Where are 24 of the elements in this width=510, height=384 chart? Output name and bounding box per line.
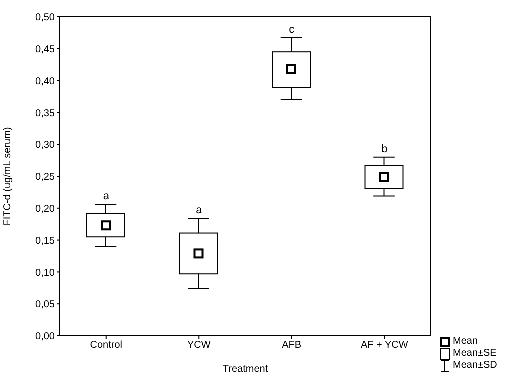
y-tick-label: 0,50 <box>36 12 56 24</box>
text: Mean <box>453 336 478 348</box>
text: Mean±SE <box>453 348 497 360</box>
annotation: a <box>103 190 110 203</box>
y-tick-label: 0,05 <box>36 300 56 311</box>
annotation: c <box>289 24 296 36</box>
y-tick-label: 0,30 <box>36 140 56 152</box>
y-tick-label: 0,20 <box>36 204 56 215</box>
x-tick-label: Control <box>90 340 122 352</box>
x-tick-label: YCW <box>187 340 212 352</box>
y-tick-label: 0,25 <box>36 172 56 184</box>
y-tick-label: 0,15 <box>36 236 56 247</box>
text: Mean±SD <box>453 360 498 372</box>
x-tick-label: AFB <box>282 340 302 352</box>
x-tick-label: AF + YCW <box>360 340 409 352</box>
y-tick-label: 0,40 <box>36 76 56 88</box>
y-tick-label: 0,00 <box>36 332 56 343</box>
y-tick-label: 0,35 <box>36 108 56 120</box>
y-tick-label: 0,45 <box>36 44 56 56</box>
annotation: a <box>196 204 204 217</box>
y-axis-title: FITC-d (ug/mL serum) <box>2 127 14 226</box>
annotation: b <box>382 143 388 156</box>
y-tick-label: 0,10 <box>36 268 56 279</box>
x-axis-title: Treatment <box>222 364 268 375</box>
